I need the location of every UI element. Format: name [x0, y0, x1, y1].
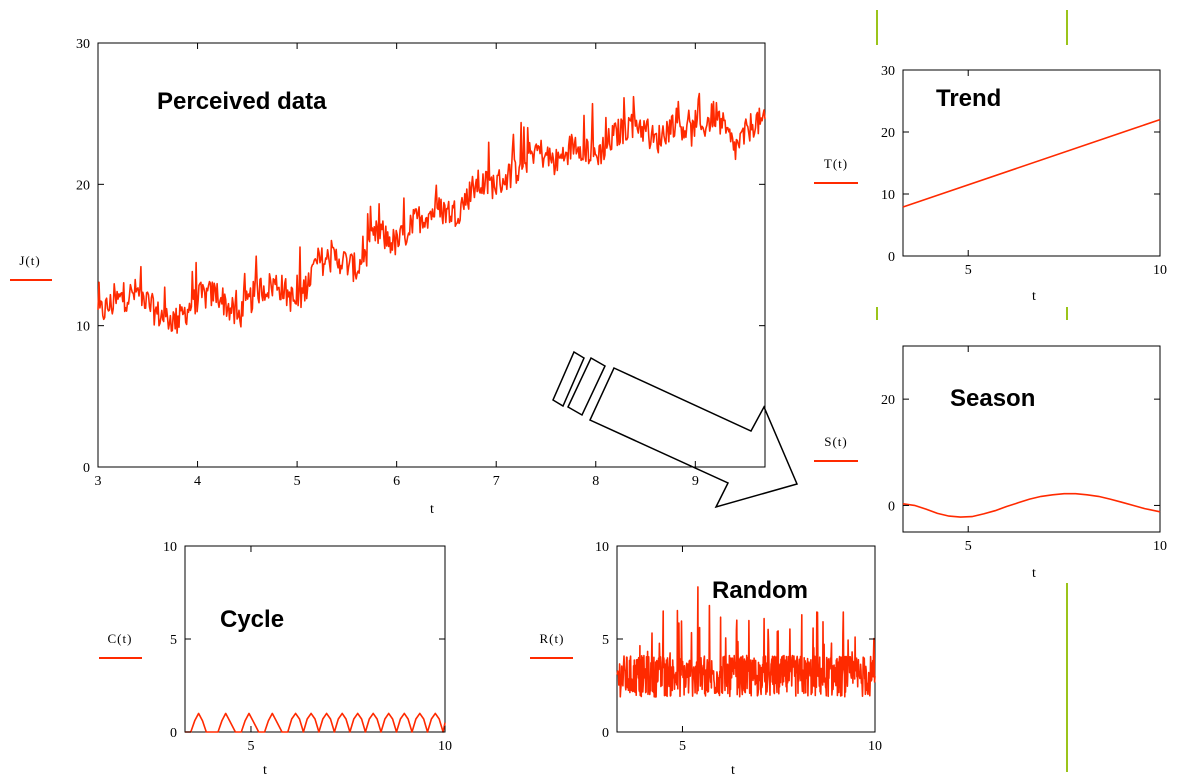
x-axis-label: t: [731, 763, 735, 776]
y-tick-label: 10: [881, 188, 895, 203]
plot-frame: [97, 42, 766, 468]
plot-frame: [616, 545, 876, 733]
x-tick-label: 9: [692, 474, 699, 489]
chart-title: Perceived data: [157, 88, 327, 115]
y-axis-label: J(t): [19, 253, 40, 268]
plot-series: [616, 586, 876, 698]
plot-frame: [902, 69, 1161, 257]
x-tick-label: 5: [247, 739, 254, 754]
arrow-band-1: [552, 350, 585, 408]
x-tick-label: 7: [493, 474, 500, 489]
y-tick-label: 10: [595, 540, 609, 555]
x-tick-label: 5: [965, 539, 972, 554]
y-tick-label: 5: [170, 633, 177, 648]
x-axis-label: t: [430, 502, 434, 517]
x-tick-label: 4: [194, 474, 201, 489]
plot-series: [902, 118, 1161, 208]
x-tick-label: 10: [1153, 539, 1167, 554]
y-tick-label: 5: [602, 633, 609, 648]
arrow-body: [589, 367, 799, 509]
tick-labels: 5 10 0 20: [881, 346, 1167, 554]
tick-labels: 5 10 0 5 10: [595, 540, 882, 754]
y-tick-label: 0: [888, 250, 895, 265]
dividers: [876, 10, 1068, 772]
chart-title: Cycle: [220, 606, 284, 633]
x-tick-label: 10: [438, 739, 452, 754]
x-axis-label: t: [1032, 566, 1036, 581]
y-tick-label: 10: [76, 320, 90, 335]
plot-series: [97, 92, 766, 334]
y-tick-label: 0: [83, 461, 90, 476]
series-line: [902, 118, 1161, 208]
chart-cycle: 5 10 0 5 10 Cycle t C(t): [99, 540, 452, 776]
y-tick-label: 0: [602, 726, 609, 741]
chart-trend: 5 10 0 10 20 30 Trend t T(t): [814, 64, 1167, 304]
y-axis-label: C(t): [108, 631, 133, 646]
y-tick-label: 30: [881, 64, 895, 79]
y-tick-label: 20: [76, 178, 90, 193]
x-tick-label: 10: [868, 739, 882, 754]
chart-season: 5 10 0 20 Season t S(t): [814, 345, 1167, 581]
y-tick-label: 20: [881, 393, 895, 408]
y-tick-label: 20: [881, 126, 895, 141]
series-line: [185, 712, 446, 733]
tick-labels: 3 4 5 6 7 8 9 0 10 20 30: [76, 37, 765, 489]
plot-series: [185, 712, 446, 733]
y-tick-label: 0: [888, 499, 895, 514]
x-axis-label: t: [1032, 289, 1036, 304]
y-axis-label: R(t): [540, 631, 565, 646]
plot-frame: [902, 345, 1161, 533]
x-tick-label: 6: [393, 474, 400, 489]
decomposition-arrow: [552, 350, 799, 509]
chart-main: 3 4 5 6 7 8 9 0 10 20 30 Perceived data t J(t): [10, 37, 766, 517]
series-line: [902, 492, 1161, 518]
tick-labels: 5 10 0 5 10: [163, 540, 452, 754]
tick-labels: 5 10 0 10 20 30: [881, 64, 1167, 278]
plot-frame: [184, 545, 446, 733]
chart-title: Trend: [936, 85, 1001, 112]
x-axis-label: t: [263, 763, 267, 776]
y-axis-label: S(t): [824, 434, 848, 449]
series-line: [97, 92, 766, 334]
y-axis-label: T(t): [824, 156, 848, 171]
x-tick-label: 8: [592, 474, 599, 489]
x-tick-label: 5: [294, 474, 301, 489]
x-tick-label: 5: [679, 739, 686, 754]
chart-title: Random: [712, 577, 808, 604]
x-tick-label: 10: [1153, 263, 1167, 278]
y-tick-label: 30: [76, 37, 90, 52]
x-tick-label: 3: [95, 474, 102, 489]
arrow-band-2: [567, 356, 606, 417]
x-tick-label: 5: [965, 263, 972, 278]
chart-random: 5 10 0 5 10 Random t R(t): [530, 540, 882, 776]
chart-title: Season: [950, 385, 1035, 412]
series-line: [616, 586, 876, 698]
plot-series: [902, 492, 1161, 518]
y-tick-label: 10: [163, 540, 177, 555]
y-tick-label: 0: [170, 726, 177, 741]
